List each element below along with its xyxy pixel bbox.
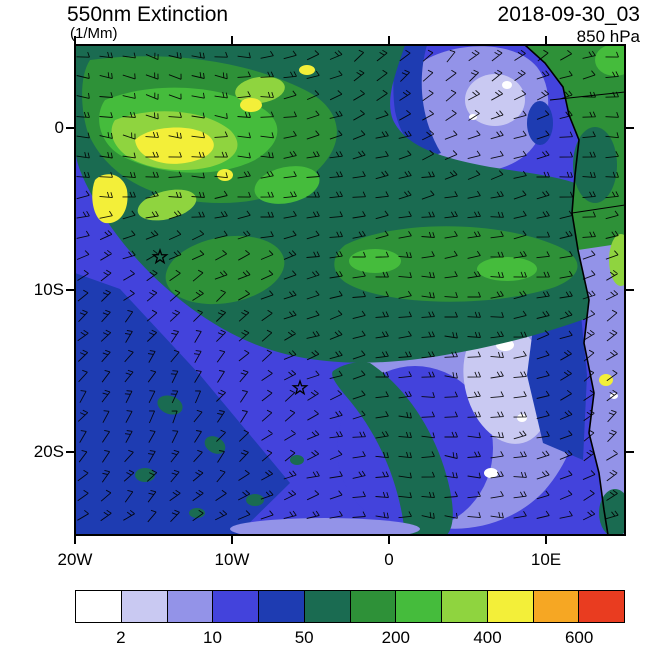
colorbar-cell bbox=[212, 590, 259, 623]
x-tick-label: 10E bbox=[530, 550, 562, 569]
country-border bbox=[549, 91, 625, 101]
colorbar-tick-label: 400 bbox=[473, 628, 502, 647]
star-marker bbox=[151, 247, 169, 265]
extinction-field-region bbox=[573, 127, 617, 203]
extinction-field-region bbox=[189, 508, 205, 518]
extinction-field-region bbox=[463, 322, 551, 444]
extinction-field-region bbox=[502, 81, 512, 89]
coastline bbox=[524, 45, 609, 535]
colorbar-cell bbox=[166, 590, 214, 623]
y-tick-label: 0 bbox=[54, 118, 64, 137]
units-label: (1/Mm) bbox=[70, 25, 118, 42]
colorbar-cell bbox=[303, 590, 351, 623]
colorbar-cell bbox=[395, 590, 442, 623]
map-content bbox=[75, 45, 625, 535]
colorbar-cell bbox=[349, 590, 397, 623]
x-tick-label: 10W bbox=[214, 550, 250, 569]
colorbar-cell bbox=[258, 590, 305, 623]
x-tick-label: 20W bbox=[57, 550, 93, 569]
x-tick-label: 0 bbox=[384, 550, 394, 569]
pressure-level-label: 850 hPa bbox=[576, 27, 640, 46]
extinction-field-region bbox=[599, 374, 613, 386]
extinction-field-region bbox=[165, 235, 285, 305]
extinction-field-region bbox=[246, 494, 264, 506]
colorbar bbox=[75, 590, 625, 623]
extinction-field-region bbox=[92, 174, 128, 224]
colorbar-cell bbox=[75, 590, 122, 623]
extinction-field-region bbox=[254, 166, 320, 204]
colorbar-tick-label: 200 bbox=[381, 628, 411, 647]
colorbar-cell bbox=[120, 590, 168, 623]
colorbar-tick-label: 50 bbox=[294, 628, 314, 647]
colorbar-cell bbox=[532, 590, 580, 623]
colorbar-tick-label: 2 bbox=[116, 628, 126, 647]
extinction-field-region bbox=[477, 257, 537, 281]
plot-title: 550nm Extinction bbox=[67, 3, 229, 26]
extinction-field-region bbox=[393, 45, 441, 155]
extinction-field-region bbox=[240, 98, 262, 112]
extinction-field-region bbox=[204, 436, 226, 454]
colorbar-cell bbox=[578, 590, 625, 623]
extinction-field-region bbox=[230, 518, 420, 535]
extinction-field-region bbox=[217, 169, 233, 181]
y-tick-label: 10S bbox=[33, 280, 64, 299]
extinction-field-region bbox=[595, 45, 625, 76]
extinction-field-region bbox=[290, 455, 304, 465]
axis-ticks bbox=[66, 36, 634, 544]
colorbar-tick-label: 10 bbox=[203, 628, 222, 647]
extinction-field-region bbox=[334, 226, 578, 302]
y-tick-label: 20S bbox=[33, 442, 64, 461]
extinction-field-region bbox=[484, 468, 498, 478]
star-marker bbox=[291, 378, 309, 396]
extinction-field-region bbox=[332, 362, 453, 535]
colorbar-cell bbox=[486, 590, 534, 623]
colorbar-tick-label: 600 bbox=[564, 628, 594, 647]
extinction-field-region bbox=[157, 395, 183, 415]
country-border bbox=[571, 204, 625, 214]
extinction-map bbox=[66, 36, 634, 544]
extinction-field-region bbox=[517, 414, 527, 422]
extinction-field-region bbox=[349, 249, 401, 273]
extinction-field-region bbox=[609, 234, 625, 286]
colorbar-cell bbox=[441, 590, 488, 623]
wind-barbs bbox=[76, 49, 619, 523]
datetime-label: 2018-09-30_03 bbox=[497, 3, 640, 26]
extinction-field-region bbox=[75, 273, 290, 535]
extinction-field-region bbox=[299, 65, 315, 75]
